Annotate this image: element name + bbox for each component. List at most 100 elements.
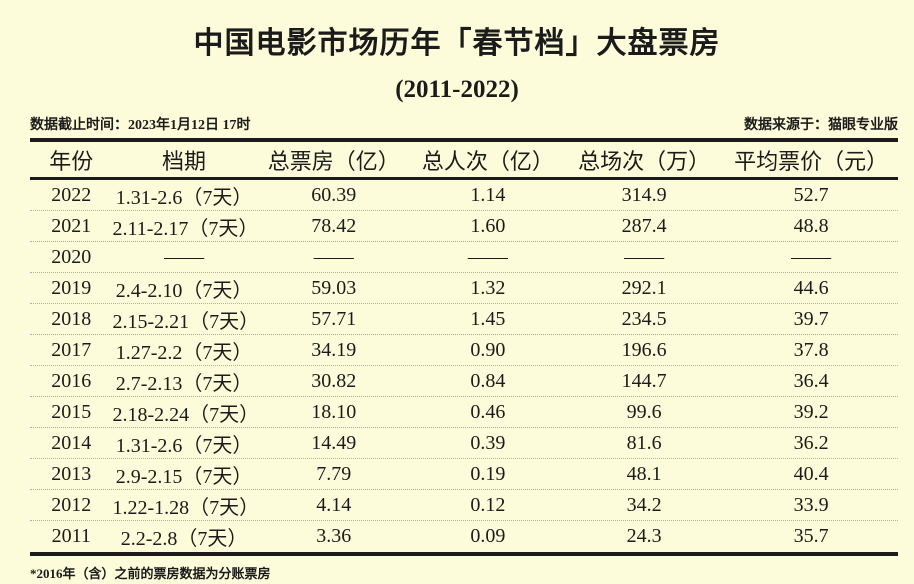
table-cell: 78.42 [311,214,357,237]
table-cell: 0.09 [470,525,506,547]
table-cell: 24.3 [626,525,662,547]
table-cell: 2.7-2.13（7天） [115,372,253,395]
table-cell: 2015 [51,400,92,423]
table-cell: 57.71 [311,307,357,330]
table-cell: 1.14 [470,183,506,206]
table-cell: 287.4 [621,214,667,237]
table-cell: 1.31-2.6（7天） [115,186,253,209]
table-cell: 39.2 [793,400,829,423]
meta-row: 数据截止时间：2023年1月12日 17时 数据来源于：猫眼专业版 [30,116,898,136]
table-cell: 0.12 [470,493,506,516]
table-cell: 2011 [51,525,91,547]
table-row: 2016 2.7-2.13（7天） 30.82 0.84 144.7 36.4 [30,366,898,397]
table-cell: 37.8 [793,338,829,361]
data-source-note: 数据来源于：猫眼专业版 [744,118,898,133]
table-cell: 33.9 [793,493,829,516]
table-cell: 1.45 [470,307,506,330]
table-cell: —— [313,245,354,268]
header-screenings: 总场次（万） [578,148,711,174]
table-cell: 2018 [51,307,92,330]
table-cell: 1.32 [470,276,506,299]
table-cell: 2017 [51,338,92,361]
table-cell: 59.03 [311,276,357,299]
table-cell: 36.2 [793,431,829,454]
table-cell: 4.14 [316,493,352,516]
table-cell: 48.8 [793,214,829,237]
table-cell: 48.1 [626,462,662,485]
table-cell: 39.7 [793,307,829,330]
table-row: 2013 2.9-2.15（7天） 7.79 0.19 48.1 40.4 [30,459,898,490]
table-cell: 144.7 [621,369,667,392]
footnote: *2016年（含）之前的票房数据为分账票房 [30,566,271,581]
table-row: 2011 2.2-2.8（7天） 3.36 0.09 24.3 35.7 [30,521,898,552]
page-subtitle: (2011-2022) [395,76,519,103]
header-avg-price: 平均票价（元） [734,148,889,174]
header-period: 档期 [162,148,207,174]
table-cell: 0.84 [470,369,506,392]
table-cell: 1.27-2.2（7天） [115,341,253,364]
table-cell: 0.39 [470,431,506,454]
table-cell: 2.9-2.15（7天） [115,465,253,488]
table-cell: 196.6 [621,338,667,361]
table-row: 2014 1.31-2.6（7天） 14.49 0.39 81.6 36.2 [30,428,898,459]
table-cell: 44.6 [793,276,829,299]
table-row: 2015 2.18-2.24（7天） 18.10 0.46 99.6 39.2 [30,397,898,428]
table-cell: —— [624,245,665,268]
table-cell: 60.39 [311,183,357,206]
table-row: 2018 2.15-2.21（7天） 57.71 1.45 234.5 39.7 [30,304,898,335]
table-cell: 2.11-2.17（7天） [112,217,259,240]
header-gross: 总票房（亿） [267,148,400,174]
table-cell: 2.15-2.21（7天） [112,310,260,333]
table-cell: 292.1 [621,276,667,299]
table-cell: 2021 [51,214,92,237]
header-admissions: 总人次（亿） [421,148,554,174]
table-row: 2017 1.27-2.2（7天） 34.19 0.90 196.6 37.8 [30,335,898,366]
table-cell: 2012 [51,493,92,516]
table-cell: 99.6 [626,400,662,423]
table-cell: 34.19 [311,338,357,361]
header-bottom-border [30,177,898,180]
table-cell: 2.18-2.24（7天） [112,403,260,426]
table-cell: 0.46 [470,400,506,423]
table-cell: 30.82 [311,369,357,392]
table-cell: 0.90 [470,338,506,361]
table-top-border [30,138,898,142]
table-container: 数据截止时间：2023年1月12日 17时 数据来源于：猫眼专业版 年份 档期 … [30,116,898,556]
table-cell: 52.7 [793,183,829,206]
table-cell: 2014 [51,431,92,454]
table-row: 2021 2.11-2.17（7天） 78.42 1.60 287.4 48.8 [30,211,898,242]
table-row: 2019 2.4-2.10（7天） 59.03 1.32 292.1 44.6 [30,273,898,304]
table-cell: —— [467,245,508,268]
table-cell: 2022 [51,183,92,206]
table-cell: 1.60 [470,214,506,237]
table-cell: 18.10 [311,400,357,423]
table-cell: 314.9 [621,183,667,206]
table-body: 2022 1.31-2.6（7天） 60.39 1.14 314.9 52.7 2021 2.… [30,180,898,552]
table-cell: 7.79 [316,462,352,485]
table-cell: 1.31-2.6（7天） [115,434,253,457]
table-cell: 14.49 [311,431,357,454]
table-cell: 40.4 [793,462,829,485]
table-cell: —— [791,245,832,268]
table-cell: 234.5 [621,307,667,330]
table-cell: 0.19 [470,462,506,485]
table-cell: 81.6 [626,431,662,454]
table-header-row: 年份 档期 总票房（亿） 总人次（亿） 总场次（万） 平均票价（元） [30,142,898,177]
table-cell: 1.22-1.28（7天） [112,496,260,519]
table-cell: —— [164,245,205,268]
table-cell: 3.36 [316,525,352,547]
table-cell: 2.4-2.10（7天） [115,279,253,302]
table-cell: 2013 [51,462,92,485]
table-cell: 2019 [51,276,92,299]
table-row: 2022 1.31-2.6（7天） 60.39 1.14 314.9 52.7 [30,180,898,211]
page-title: 中国电影市场历年「春节档」大盘票房 [193,27,721,60]
table-cell: 34.2 [626,493,662,516]
table-cell: 35.7 [793,525,829,547]
table-row: 2012 1.22-1.28（7天） 4.14 0.12 34.2 33.9 [30,490,898,521]
table-cell: 36.4 [793,369,829,392]
table-cell: 2016 [51,369,92,392]
table-cell: 2020 [51,245,92,268]
header-year: 年份 [49,148,94,174]
table-cell: 2.2-2.8（7天） [120,528,248,550]
